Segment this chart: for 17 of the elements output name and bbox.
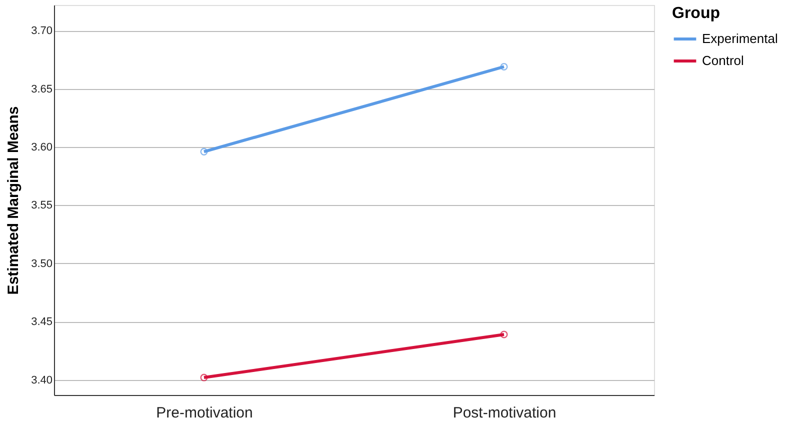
y-tick-label: 3.50 [31,258,52,270]
y-tick-label: 3.45 [31,316,52,328]
x-tick-label: Pre-motivation [156,404,253,422]
point [200,374,208,382]
y-tick-label: 3.60 [31,142,52,154]
legend-label: Control [702,53,744,68]
point [200,148,208,156]
point [500,62,508,70]
legend-label: Experimental [702,31,778,46]
y-tick-label: 3.70 [31,25,52,38]
y-tick-label: 3.55 [31,200,52,212]
legend-title: Group [672,5,720,22]
point [500,330,508,338]
y-tick-label: 3.40 [31,374,52,386]
y-tick-label: 3.65 [31,83,52,96]
x-tick-label: Post-motivation [452,404,556,422]
y-axis-title: Estimated Marginal Means [5,106,22,295]
